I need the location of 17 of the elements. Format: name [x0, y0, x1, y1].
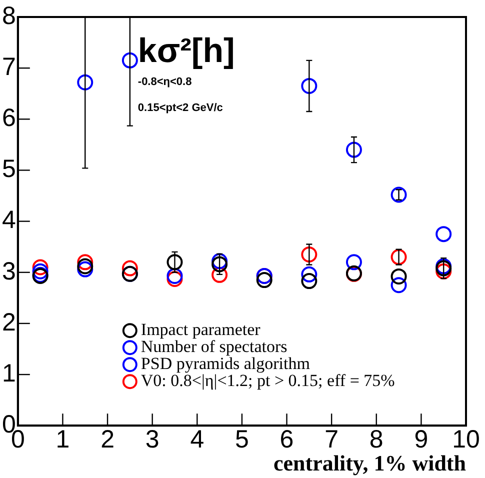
y-tick-label: 1: [2, 359, 16, 388]
x-tick-label: 1: [56, 425, 70, 454]
annotation: 0.15<pt<2 GeV/c: [138, 102, 223, 114]
chart-title: kσ²[h]: [138, 32, 235, 70]
legend-label: Impact parameter: [140, 320, 261, 340]
y-tick-label: 7: [2, 52, 16, 81]
x-tick-label: 2: [100, 425, 114, 454]
y-tick-label: 6: [2, 104, 16, 132]
y-tick-label: 5: [2, 155, 16, 184]
y-tick-label: 8: [2, 2, 16, 30]
x-tick-label: 3: [145, 425, 160, 454]
x-tick-label: 5: [235, 425, 249, 454]
y-tick-label: 3: [2, 257, 16, 286]
annotation: -0.8<η<0.8: [138, 76, 192, 88]
y-tick-label: 4: [2, 206, 16, 234]
y-tick-label: 2: [2, 308, 16, 336]
x-tick-label: 4: [190, 425, 204, 454]
